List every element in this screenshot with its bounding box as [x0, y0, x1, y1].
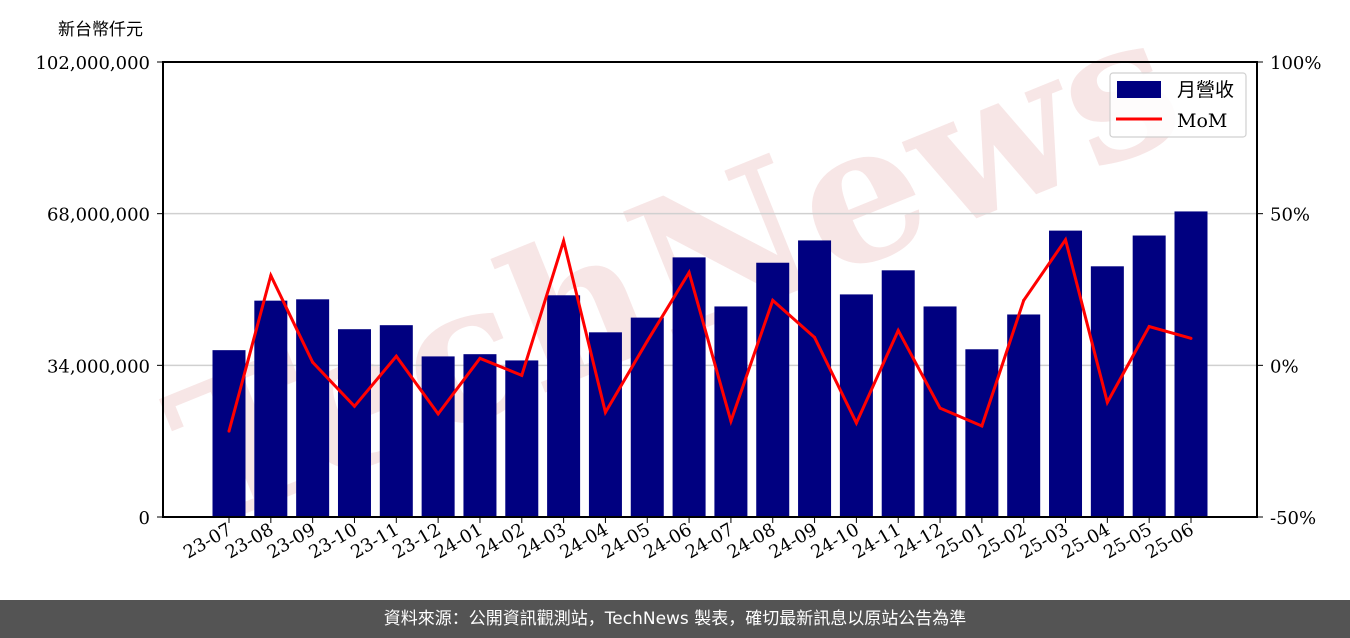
mom-point-25-02	[1022, 298, 1026, 302]
bar-25-04	[1090, 266, 1124, 517]
mom-point-25-05	[1147, 325, 1151, 329]
bar-24-06	[672, 257, 706, 517]
left-tick-label: 0	[139, 508, 150, 529]
legend-bar-swatch	[1117, 81, 1161, 98]
revenue-chart: TechNews034,000,00068,000,000102,000,000…	[35, 0, 1321, 570]
bar-24-01	[463, 354, 497, 517]
bar-24-03	[547, 295, 581, 517]
mom-point-24-10	[854, 421, 858, 425]
bar-25-02	[1007, 314, 1041, 517]
mom-point-24-06	[687, 271, 691, 275]
bar-24-05	[630, 317, 664, 517]
legend-label-mom: MoM	[1177, 110, 1227, 132]
bar-23-12	[421, 356, 455, 517]
bar-24-09	[798, 240, 832, 517]
legend-label-revenue: 月營收	[1177, 79, 1234, 101]
bar-25-01	[965, 349, 999, 517]
mom-point-24-05	[645, 339, 649, 343]
y-axis-unit-label: 新台幣仟元	[58, 20, 143, 40]
mom-point-24-08	[771, 298, 775, 302]
mom-point-24-12	[938, 406, 942, 410]
bar-25-03	[1049, 230, 1083, 517]
right-tick-label: 0%	[1270, 356, 1299, 377]
bar-25-06	[1174, 211, 1208, 517]
left-tick-label: 68,000,000	[47, 205, 150, 226]
mom-point-25-03	[1064, 238, 1068, 242]
right-tick-label: 50%	[1270, 205, 1310, 226]
mom-point-25-06	[1189, 336, 1193, 340]
bar-24-10	[839, 294, 873, 517]
mom-point-23-12	[436, 412, 440, 416]
mom-point-24-09	[813, 335, 817, 339]
bar-23-07	[212, 350, 246, 517]
bar-23-09	[296, 299, 330, 517]
mom-point-25-04	[1105, 400, 1109, 404]
mom-point-24-02	[520, 373, 524, 377]
bar-24-11	[881, 270, 915, 517]
mom-point-24-01	[478, 356, 482, 360]
x-tick-label: 25-06	[1142, 519, 1197, 563]
mom-point-24-11	[896, 328, 900, 332]
mom-point-25-01	[980, 424, 984, 428]
mom-point-23-07	[227, 429, 231, 433]
mom-point-23-11	[394, 354, 398, 358]
bar-23-10	[337, 329, 371, 517]
right-tick-label: -50%	[1270, 508, 1316, 529]
left-tick-label: 34,000,000	[47, 356, 150, 377]
bar-24-02	[505, 360, 539, 517]
plot-frame	[162, 61, 1258, 518]
bar-24-08	[756, 262, 790, 517]
mom-point-23-08	[269, 274, 273, 278]
bar-25-05	[1132, 235, 1166, 517]
right-tick-label: 100%	[1270, 53, 1321, 74]
left-tick-label: 102,000,000	[35, 53, 150, 74]
bar-24-07	[714, 306, 748, 517]
bar-23-08	[254, 300, 288, 517]
mom-point-24-04	[603, 410, 607, 414]
mom-point-23-10	[352, 404, 356, 408]
mom-point-23-09	[311, 360, 315, 364]
source-footer: 資料來源：公開資訊觀測站，TechNews 製表，確切最新訊息以原站公告為準	[0, 600, 1350, 638]
mom-point-24-07	[729, 419, 733, 423]
mom-line	[227, 235, 1192, 432]
mom-point-24-03	[562, 239, 566, 243]
